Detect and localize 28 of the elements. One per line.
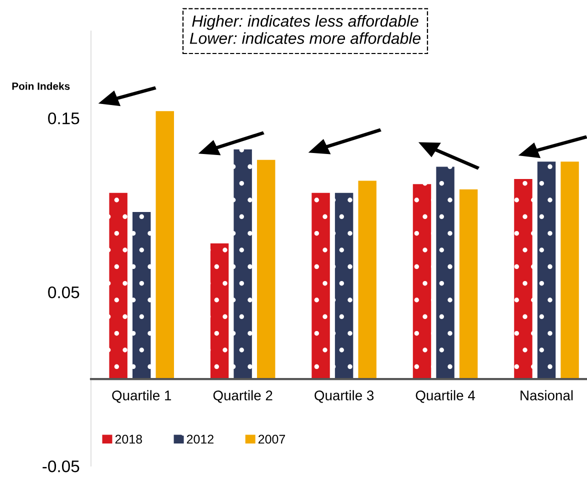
- x-tick-label: Quartile 2: [213, 390, 272, 403]
- x-tick-label: Nasional: [520, 390, 573, 400]
- bar: [109, 192, 128, 380]
- bar: [560, 162, 579, 380]
- bar: [358, 180, 376, 380]
- bar: [412, 184, 432, 380]
- bar: [210, 243, 229, 380]
- legend-label: 2012: [186, 434, 214, 444]
- bar: [514, 178, 532, 380]
- bar: [257, 160, 276, 380]
- y-tick-label: 0.15: [48, 112, 80, 124]
- bar: [234, 149, 252, 380]
- bar: [436, 166, 454, 380]
- bar: [156, 111, 174, 380]
- y-tick-label: 0.05: [48, 286, 80, 298]
- x-tick-label: Quartile 1: [112, 390, 172, 403]
- annotation: Higher: indicates less affordable Lower: indicates more affordable: [190, 15, 421, 44]
- bar: [132, 212, 151, 380]
- legend-label: 2018: [115, 434, 142, 444]
- bar: [537, 162, 556, 380]
- bar: [312, 192, 330, 380]
- legend-label: 2007: [258, 434, 286, 444]
- x-tick-label: Quartile 4: [416, 390, 475, 403]
- y-axis-title: Poin Indeks: [12, 82, 70, 90]
- bar: [459, 189, 478, 380]
- bar: [334, 192, 354, 380]
- y-tick-label: -0.05: [42, 460, 80, 472]
- x-tick-label: Quartile 3: [314, 390, 374, 403]
